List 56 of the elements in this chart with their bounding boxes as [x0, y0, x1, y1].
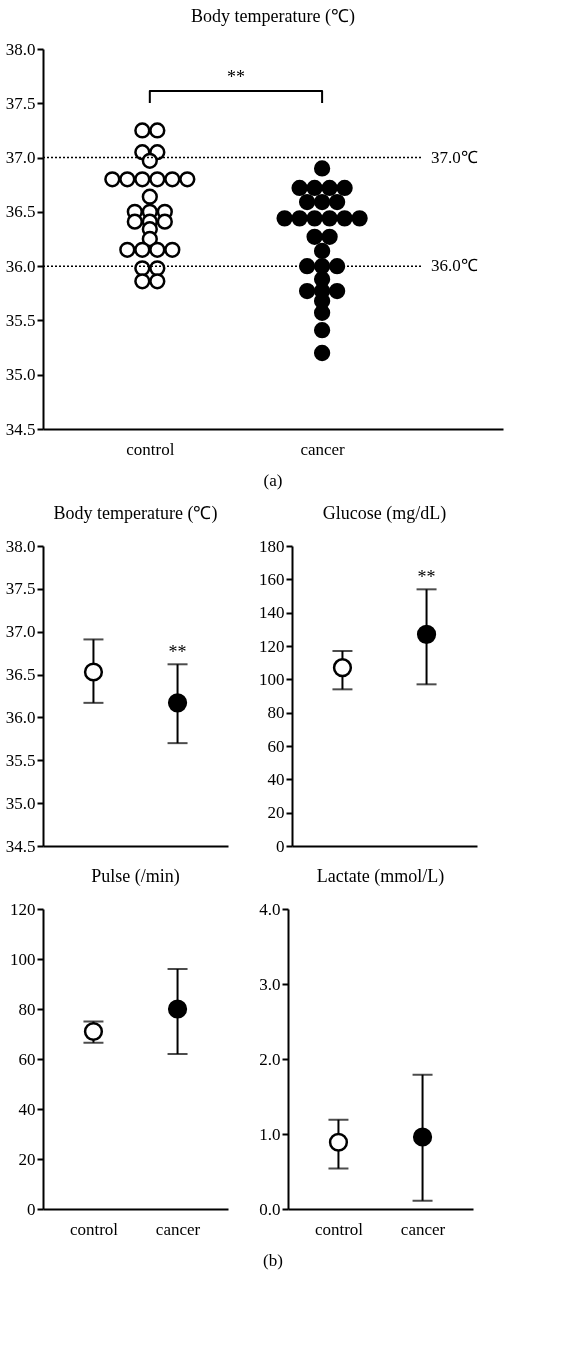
y-tick-label: 140	[259, 603, 285, 623]
x-tick-label: control	[314, 1219, 364, 1239]
y-tick-label: 35.5	[5, 750, 36, 770]
annotation: **	[168, 642, 187, 663]
y-tick-label: 35.0	[5, 365, 36, 385]
x-tick-label: control	[126, 439, 175, 459]
y-tick-label: 38.0	[5, 39, 36, 59]
chart-title: Pulse (/min)	[91, 866, 180, 887]
chart-title: Body temperature (℃)	[191, 6, 355, 27]
y-tick-label: 20	[18, 1149, 36, 1169]
y-tick-label: 34.5	[5, 419, 36, 439]
chart-title: Lactate (mmol/L)	[316, 866, 445, 887]
y-tick-label: 37.5	[5, 579, 36, 599]
ref-line-label: 36.0℃	[431, 256, 478, 276]
y-tick-label: 1.0	[259, 1124, 281, 1144]
y-tick-label: 4.0	[259, 899, 281, 919]
chart-title: Body temperature (℃)	[53, 503, 218, 524]
y-tick-label: 120	[10, 899, 36, 919]
text: (b)	[263, 1251, 283, 1270]
y-tick-label: 80	[18, 999, 36, 1019]
y-tick-label: 100	[259, 669, 285, 689]
y-tick-label: 34.5	[5, 836, 36, 856]
y-tick-label: 37.0	[5, 148, 36, 168]
y-tick-label: 35.0	[5, 793, 36, 813]
y-tick-label: 40	[18, 1099, 36, 1119]
y-tick-label: 180	[259, 536, 285, 556]
y-tick-label: 36.5	[5, 665, 36, 685]
y-tick-label: 36.0	[5, 256, 36, 276]
y-tick-label: 0	[27, 1199, 36, 1219]
annotation: **	[226, 67, 245, 87]
x-tick-label: cancer	[300, 439, 346, 459]
y-tick-label: 60	[18, 1049, 36, 1069]
y-tick-label: 120	[259, 636, 285, 656]
chart-title: Glucose (mg/dL)	[322, 503, 447, 524]
ref-line-label: 37.0℃	[431, 147, 478, 167]
y-tick-label: 35.5	[5, 310, 36, 330]
annotation: **	[417, 567, 436, 588]
y-tick-label: 37.5	[5, 93, 36, 113]
y-tick-label: 0.0	[259, 1199, 281, 1219]
text: (a)	[263, 471, 283, 490]
y-tick-label: 160	[259, 569, 285, 589]
y-tick-label: 20	[267, 803, 285, 823]
x-tick-label: cancer	[155, 1219, 201, 1239]
y-tick-label: 0	[276, 836, 285, 856]
x-tick-label: cancer	[400, 1219, 446, 1239]
y-tick-label: 2.0	[259, 1049, 281, 1069]
y-tick-label: 40	[267, 769, 285, 789]
y-tick-label: 60	[267, 736, 285, 756]
y-tick-label: 80	[267, 703, 285, 723]
y-tick-label: 38.0	[5, 536, 36, 556]
y-tick-label: 3.0	[259, 974, 281, 994]
x-tick-label: control	[69, 1219, 119, 1239]
y-tick-label: 100	[10, 949, 36, 969]
y-tick-label: 36.5	[5, 202, 36, 222]
y-tick-label: 36.0	[5, 707, 36, 727]
y-tick-label: 37.0	[5, 622, 36, 642]
